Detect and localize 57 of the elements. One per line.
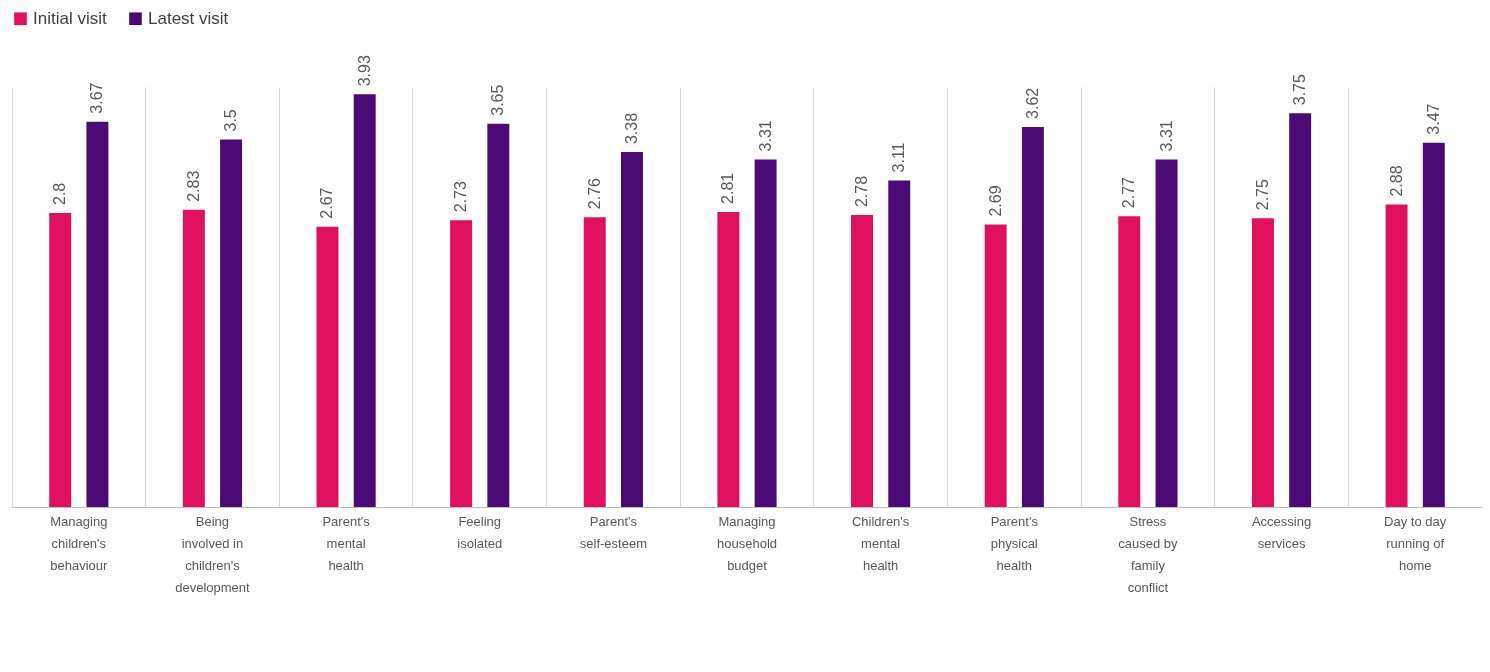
x-tick-label: Stress caused by family conflict bbox=[1118, 513, 1179, 595]
x-tick-label: Managing household budget bbox=[717, 513, 777, 573]
x-tick-label: Managing children's behaviour bbox=[50, 513, 109, 573]
data-label: 3.31 bbox=[756, 120, 774, 152]
data-label: 3.67 bbox=[88, 82, 106, 114]
x-tick-label: Feeling isolated bbox=[457, 513, 503, 551]
bar bbox=[1251, 218, 1274, 507]
legend-label: Latest visit bbox=[148, 8, 229, 28]
x-tick-label: Children's mental health bbox=[851, 513, 910, 573]
bar bbox=[316, 226, 339, 507]
bar bbox=[583, 217, 606, 507]
bar bbox=[1422, 142, 1445, 507]
legend-label: Initial visit bbox=[33, 8, 107, 28]
data-label: 2.83 bbox=[184, 170, 202, 202]
data-label: 3.5 bbox=[222, 109, 240, 132]
bar bbox=[888, 180, 911, 507]
bar bbox=[220, 139, 243, 507]
bar bbox=[984, 224, 1007, 507]
data-label: 3.47 bbox=[1424, 103, 1442, 135]
x-tick-label: Parent's mental health bbox=[322, 513, 371, 573]
bar bbox=[86, 121, 109, 507]
bar bbox=[717, 211, 740, 507]
bar bbox=[353, 94, 376, 507]
bar bbox=[49, 213, 72, 507]
x-tick-label: Accessing services bbox=[1251, 513, 1312, 551]
bar bbox=[1385, 204, 1408, 507]
bar bbox=[620, 152, 643, 507]
x-tick-label: Being involved in children's development bbox=[175, 513, 251, 595]
data-label: 2.67 bbox=[318, 187, 336, 219]
data-label: 2.81 bbox=[719, 172, 737, 204]
bar bbox=[754, 159, 777, 507]
data-label: 2.88 bbox=[1387, 165, 1405, 197]
data-label: 2.77 bbox=[1120, 176, 1138, 209]
x-tick-label: Parent's physical health bbox=[990, 513, 1039, 573]
bar bbox=[487, 123, 510, 507]
bar bbox=[1155, 159, 1178, 507]
data-label: 3.65 bbox=[489, 84, 507, 116]
data-label: 2.78 bbox=[853, 175, 871, 208]
data-label: 2.76 bbox=[585, 177, 603, 210]
data-label: 3.38 bbox=[622, 112, 640, 145]
x-tick-label: Parent's self-esteem bbox=[579, 513, 647, 551]
data-label: 3.62 bbox=[1023, 87, 1041, 119]
bar bbox=[182, 209, 205, 507]
bar bbox=[1289, 113, 1312, 507]
data-label: 3.93 bbox=[355, 55, 373, 87]
data-label: 3.31 bbox=[1157, 120, 1175, 152]
bar bbox=[450, 220, 473, 507]
data-label: 2.73 bbox=[452, 181, 470, 213]
x-tick-label: Day to day running of home bbox=[1384, 513, 1447, 573]
data-label: 2.69 bbox=[986, 185, 1004, 217]
data-label: 3.75 bbox=[1291, 74, 1309, 106]
data-label: 2.75 bbox=[1253, 179, 1271, 211]
bar bbox=[851, 215, 874, 507]
bar bbox=[1021, 126, 1044, 507]
data-label: 2.8 bbox=[51, 182, 69, 205]
data-label: 3.11 bbox=[890, 142, 908, 173]
bar bbox=[1118, 216, 1141, 507]
